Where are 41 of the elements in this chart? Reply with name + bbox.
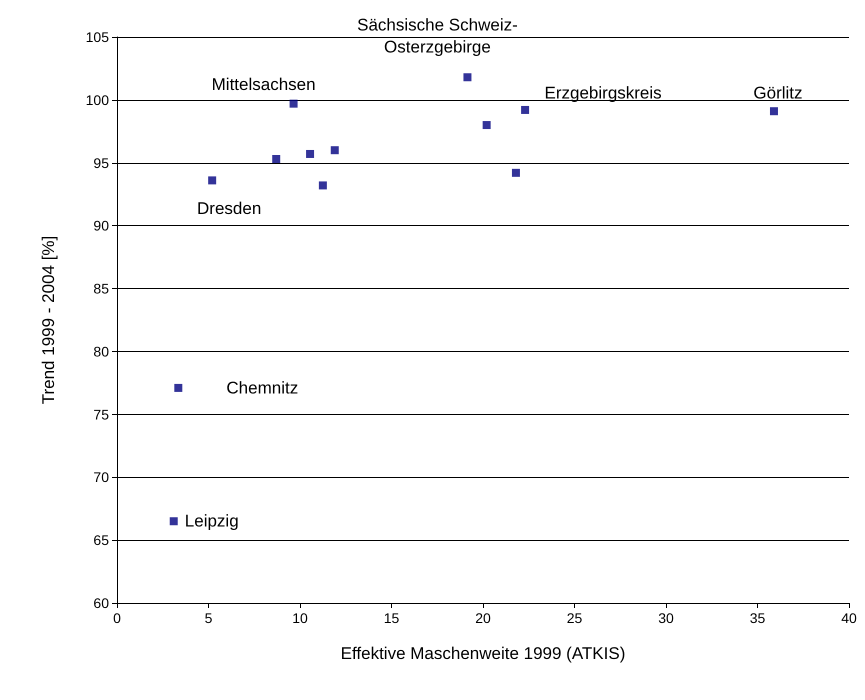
point <box>521 106 530 114</box>
y-tick-label: 65 <box>93 532 110 548</box>
y-tick-label: 80 <box>93 343 110 360</box>
point <box>306 150 314 158</box>
point <box>330 146 339 154</box>
x-tick-label: 5 <box>204 610 213 626</box>
point <box>170 517 178 526</box>
y-tick-label: 95 <box>93 154 110 171</box>
x-tick-label: 25 <box>566 610 582 626</box>
annotation: Görlitz <box>753 84 803 103</box>
point <box>512 168 520 177</box>
y-tick-label: 70 <box>93 469 110 486</box>
x-tick-label: 40 <box>841 610 857 626</box>
x-tick-label: 15 <box>384 610 400 626</box>
x-axis-title: Effektive Maschenweite 1999 (ATKIS) <box>340 644 626 663</box>
y-tick-label: 75 <box>93 406 110 422</box>
x-tick-label: 30 <box>658 610 674 626</box>
point <box>290 100 298 108</box>
y-tick-label: 100 <box>86 92 110 108</box>
annotation: Leipzig <box>184 512 239 531</box>
point <box>770 107 778 116</box>
point <box>208 176 216 184</box>
y-tick-label: 90 <box>93 218 110 234</box>
point <box>463 73 472 82</box>
annotation: Dresden <box>197 198 262 218</box>
y-axis-title: Trend 1999 - 2004 [%] <box>39 236 58 404</box>
point <box>318 181 327 190</box>
x-tick-label: 10 <box>292 610 308 626</box>
annotation: Mittelsachsen <box>212 75 316 94</box>
point <box>482 121 491 130</box>
annotation: Erzgebirgskreis <box>544 83 662 102</box>
point <box>272 155 280 164</box>
y-tick-label: 85 <box>93 280 110 297</box>
point <box>174 384 182 392</box>
annotation: Chemnitz <box>226 378 298 398</box>
x-tick-label: 0 <box>113 610 122 626</box>
x-tick-label: 35 <box>750 610 766 626</box>
x-tick-label: 20 <box>475 610 491 626</box>
y-tick-label: 105 <box>86 29 110 45</box>
annotation: Sächsische Schweiz- Osterzgebirge <box>357 16 518 57</box>
y-tick-label: 60 <box>93 595 110 611</box>
